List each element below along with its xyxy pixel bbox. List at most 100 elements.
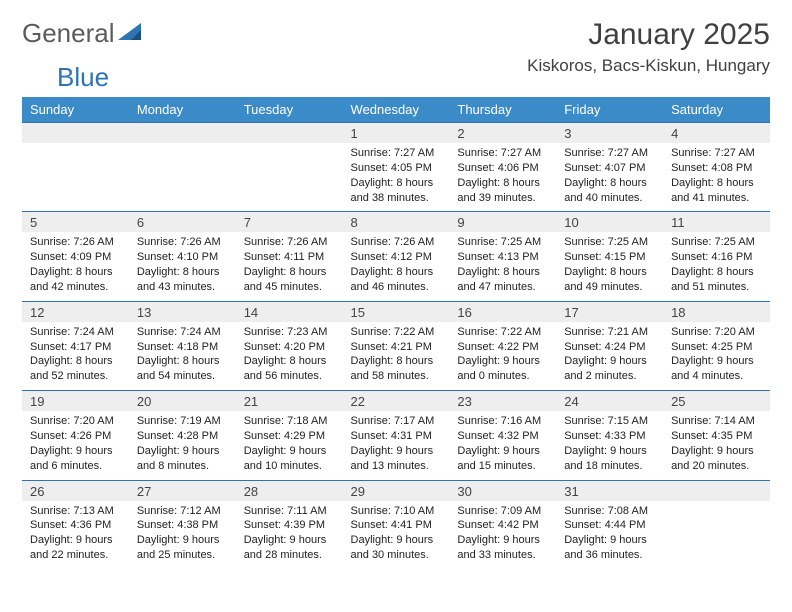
- day-info-line: Daylight: 8 hours and 46 minutes.: [351, 265, 444, 295]
- day-number: [663, 481, 770, 501]
- day-info-line: Daylight: 9 hours and 22 minutes.: [30, 533, 123, 563]
- day-header: Friday: [556, 97, 663, 123]
- day-number: 28: [236, 481, 343, 501]
- calendar-day-cell: 21Sunrise: 7:18 AMSunset: 4:29 PMDayligh…: [236, 391, 343, 480]
- day-info-line: Sunrise: 7:22 AM: [457, 325, 550, 340]
- day-info-line: Sunset: 4:06 PM: [457, 161, 550, 176]
- day-body: Sunrise: 7:27 AMSunset: 4:08 PMDaylight:…: [663, 143, 770, 211]
- calendar-day-cell: 16Sunrise: 7:22 AMSunset: 4:22 PMDayligh…: [449, 301, 556, 390]
- day-body: Sunrise: 7:10 AMSunset: 4:41 PMDaylight:…: [343, 501, 450, 569]
- day-info-line: Sunset: 4:25 PM: [671, 340, 764, 355]
- day-number: 24: [556, 391, 663, 411]
- calendar-day-cell: 7Sunrise: 7:26 AMSunset: 4:11 PMDaylight…: [236, 212, 343, 301]
- day-info-line: Daylight: 9 hours and 20 minutes.: [671, 444, 764, 474]
- day-header: Sunday: [22, 97, 129, 123]
- calendar-day-cell: [663, 480, 770, 569]
- calendar-day-cell: 24Sunrise: 7:15 AMSunset: 4:33 PMDayligh…: [556, 391, 663, 480]
- day-info-line: Sunrise: 7:25 AM: [564, 235, 657, 250]
- day-info-line: Daylight: 8 hours and 56 minutes.: [244, 354, 337, 384]
- day-info-line: Sunset: 4:10 PM: [137, 250, 230, 265]
- day-info-line: Sunset: 4:35 PM: [671, 429, 764, 444]
- day-info-line: Daylight: 9 hours and 4 minutes.: [671, 354, 764, 384]
- day-info-line: Daylight: 9 hours and 0 minutes.: [457, 354, 550, 384]
- day-body: Sunrise: 7:16 AMSunset: 4:32 PMDaylight:…: [449, 411, 556, 479]
- day-info-line: Daylight: 9 hours and 8 minutes.: [137, 444, 230, 474]
- day-number: 11: [663, 212, 770, 232]
- day-info-line: Sunrise: 7:20 AM: [671, 325, 764, 340]
- day-info-line: Daylight: 8 hours and 45 minutes.: [244, 265, 337, 295]
- day-info-line: Sunset: 4:07 PM: [564, 161, 657, 176]
- day-number: 10: [556, 212, 663, 232]
- day-info-line: Sunrise: 7:15 AM: [564, 414, 657, 429]
- day-info-line: Sunrise: 7:13 AM: [30, 504, 123, 519]
- day-info-line: Sunrise: 7:25 AM: [457, 235, 550, 250]
- day-body: [22, 143, 129, 205]
- calendar-day-cell: 13Sunrise: 7:24 AMSunset: 4:18 PMDayligh…: [129, 301, 236, 390]
- day-info-line: Sunset: 4:22 PM: [457, 340, 550, 355]
- day-info-line: Sunset: 4:15 PM: [564, 250, 657, 265]
- day-info-line: Daylight: 9 hours and 2 minutes.: [564, 354, 657, 384]
- day-info-line: Sunset: 4:32 PM: [457, 429, 550, 444]
- day-info-line: Sunset: 4:44 PM: [564, 518, 657, 533]
- day-body: Sunrise: 7:24 AMSunset: 4:18 PMDaylight:…: [129, 322, 236, 390]
- day-info-line: Sunset: 4:26 PM: [30, 429, 123, 444]
- day-number: 19: [22, 391, 129, 411]
- day-body: Sunrise: 7:11 AMSunset: 4:39 PMDaylight:…: [236, 501, 343, 569]
- day-info-line: Sunrise: 7:26 AM: [351, 235, 444, 250]
- day-body: Sunrise: 7:25 AMSunset: 4:16 PMDaylight:…: [663, 232, 770, 300]
- day-info-line: Daylight: 8 hours and 51 minutes.: [671, 265, 764, 295]
- day-info-line: Sunrise: 7:26 AM: [244, 235, 337, 250]
- day-info-line: Sunset: 4:08 PM: [671, 161, 764, 176]
- day-info-line: Sunrise: 7:19 AM: [137, 414, 230, 429]
- day-info-line: Daylight: 8 hours and 54 minutes.: [137, 354, 230, 384]
- calendar-day-cell: 31Sunrise: 7:08 AMSunset: 4:44 PMDayligh…: [556, 480, 663, 569]
- day-info-line: Sunrise: 7:27 AM: [351, 146, 444, 161]
- day-number: 15: [343, 302, 450, 322]
- day-info-line: Sunrise: 7:26 AM: [30, 235, 123, 250]
- day-info-line: Daylight: 8 hours and 47 minutes.: [457, 265, 550, 295]
- day-number: 12: [22, 302, 129, 322]
- day-number: [129, 123, 236, 143]
- day-info-line: Daylight: 9 hours and 33 minutes.: [457, 533, 550, 563]
- day-info-line: Sunset: 4:13 PM: [457, 250, 550, 265]
- day-info-line: Sunset: 4:41 PM: [351, 518, 444, 533]
- logo-triangle-icon: [117, 18, 145, 49]
- day-info-line: Sunset: 4:29 PM: [244, 429, 337, 444]
- day-info-line: Sunrise: 7:26 AM: [137, 235, 230, 250]
- day-header: Wednesday: [343, 97, 450, 123]
- calendar-day-cell: 6Sunrise: 7:26 AMSunset: 4:10 PMDaylight…: [129, 212, 236, 301]
- day-info-line: Sunset: 4:18 PM: [137, 340, 230, 355]
- day-info-line: Sunset: 4:16 PM: [671, 250, 764, 265]
- day-info-line: Daylight: 9 hours and 25 minutes.: [137, 533, 230, 563]
- day-info-line: Daylight: 8 hours and 49 minutes.: [564, 265, 657, 295]
- day-number: 21: [236, 391, 343, 411]
- day-info-line: Sunrise: 7:23 AM: [244, 325, 337, 340]
- day-info-line: Sunrise: 7:27 AM: [457, 146, 550, 161]
- day-info-line: Sunset: 4:20 PM: [244, 340, 337, 355]
- day-number: 27: [129, 481, 236, 501]
- logo-word-general: General: [22, 18, 115, 49]
- day-body: Sunrise: 7:17 AMSunset: 4:31 PMDaylight:…: [343, 411, 450, 479]
- day-number: 30: [449, 481, 556, 501]
- day-body: [236, 143, 343, 205]
- calendar-day-cell: 11Sunrise: 7:25 AMSunset: 4:16 PMDayligh…: [663, 212, 770, 301]
- calendar-table: Sunday Monday Tuesday Wednesday Thursday…: [22, 97, 770, 569]
- calendar-day-cell: 20Sunrise: 7:19 AMSunset: 4:28 PMDayligh…: [129, 391, 236, 480]
- day-body: [663, 501, 770, 563]
- day-number: 2: [449, 123, 556, 143]
- day-info-line: Daylight: 9 hours and 10 minutes.: [244, 444, 337, 474]
- day-body: Sunrise: 7:26 AMSunset: 4:11 PMDaylight:…: [236, 232, 343, 300]
- day-number: 8: [343, 212, 450, 232]
- day-info-line: Sunrise: 7:22 AM: [351, 325, 444, 340]
- calendar-day-cell: 12Sunrise: 7:24 AMSunset: 4:17 PMDayligh…: [22, 301, 129, 390]
- day-body: Sunrise: 7:15 AMSunset: 4:33 PMDaylight:…: [556, 411, 663, 479]
- day-number: 22: [343, 391, 450, 411]
- day-info-line: Sunrise: 7:27 AM: [564, 146, 657, 161]
- day-info-line: Sunrise: 7:16 AM: [457, 414, 550, 429]
- day-number: 26: [22, 481, 129, 501]
- day-header: Thursday: [449, 97, 556, 123]
- day-info-line: Daylight: 9 hours and 18 minutes.: [564, 444, 657, 474]
- calendar-day-cell: 14Sunrise: 7:23 AMSunset: 4:20 PMDayligh…: [236, 301, 343, 390]
- calendar-day-cell: 27Sunrise: 7:12 AMSunset: 4:38 PMDayligh…: [129, 480, 236, 569]
- day-body: Sunrise: 7:23 AMSunset: 4:20 PMDaylight:…: [236, 322, 343, 390]
